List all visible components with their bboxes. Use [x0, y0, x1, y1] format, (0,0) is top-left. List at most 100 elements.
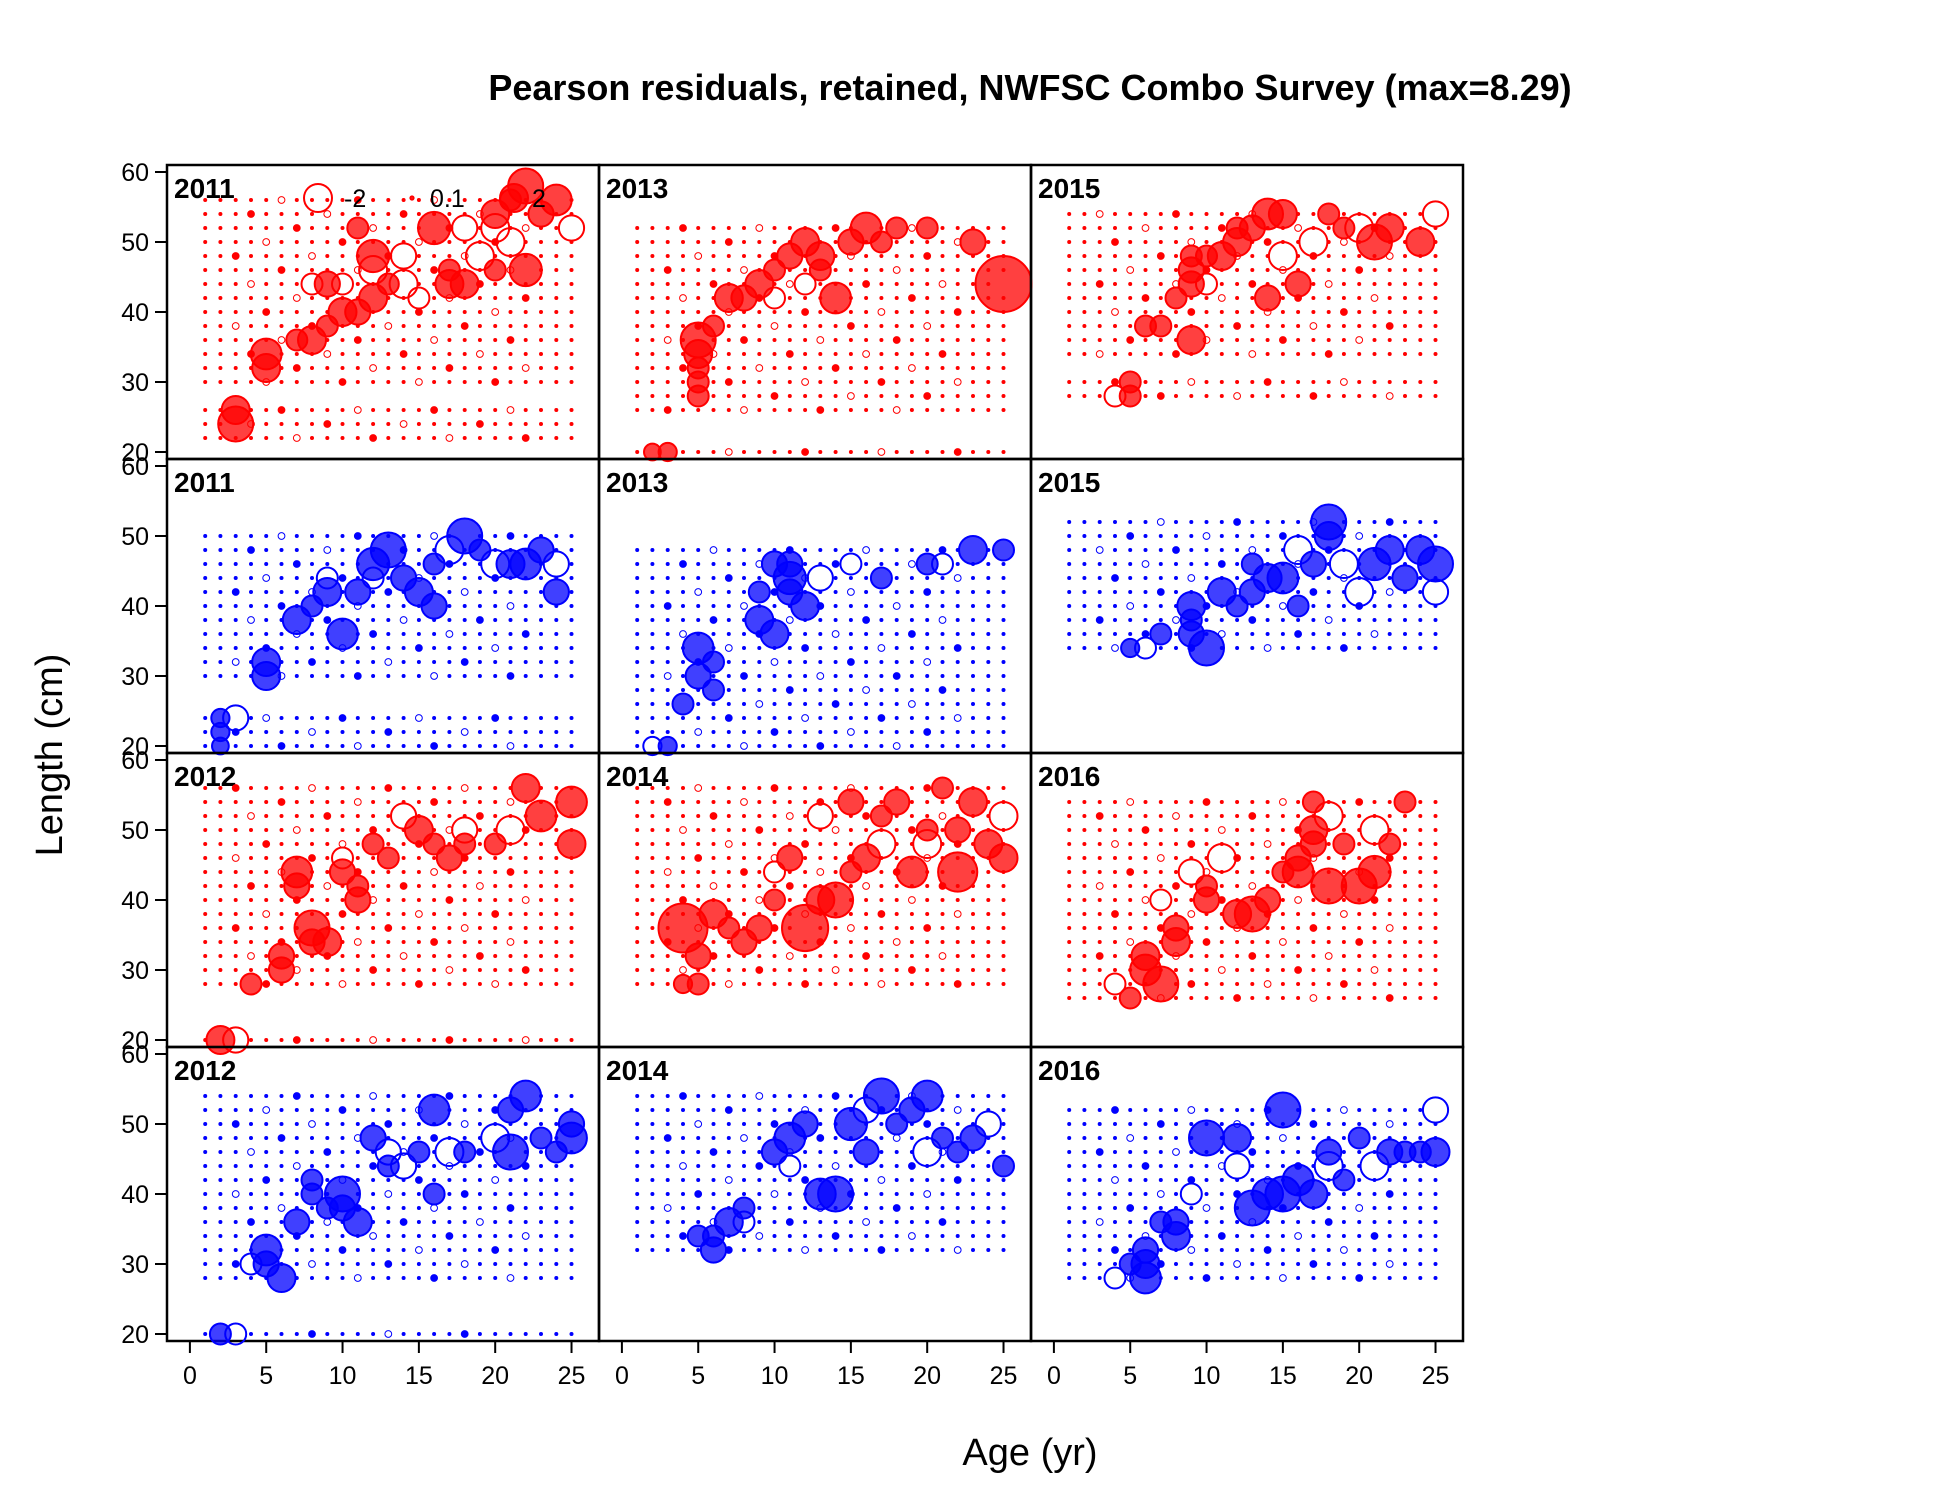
residual-point	[711, 730, 716, 734]
residual-point	[491, 378, 500, 386]
residual-point	[292, 1036, 301, 1044]
residual-point	[742, 1122, 746, 1126]
residual-point	[464, 241, 495, 271]
residual-point	[742, 380, 746, 384]
residual-point	[462, 1220, 467, 1224]
residual-point	[539, 646, 543, 650]
residual-point	[757, 450, 762, 454]
residual-point	[1143, 1108, 1148, 1112]
residual-point	[848, 688, 853, 692]
residual-point	[1403, 940, 1407, 944]
residual-point	[1403, 1234, 1407, 1238]
residual-point	[1174, 1262, 1178, 1266]
residual-point	[523, 380, 528, 384]
residual-point	[681, 856, 685, 860]
residual-point	[864, 324, 869, 328]
residual-point	[218, 226, 223, 230]
residual-point	[211, 736, 230, 756]
residual-point	[369, 966, 378, 974]
residual-point	[1418, 1164, 1423, 1168]
residual-point	[292, 826, 301, 834]
residual-point	[1067, 534, 1072, 538]
residual-point	[742, 856, 746, 860]
residual-point	[1280, 310, 1285, 314]
residual-point	[1433, 1262, 1438, 1266]
residual-point	[569, 604, 574, 608]
residual-point	[894, 1108, 899, 1112]
residual-point	[508, 968, 513, 972]
residual-point	[892, 1134, 901, 1142]
residual-point	[938, 686, 947, 694]
residual-point	[726, 800, 731, 804]
residual-point	[711, 604, 716, 608]
residual-point	[416, 968, 421, 972]
residual-point	[477, 310, 482, 314]
residual-point	[1158, 1178, 1163, 1182]
residual-point	[249, 254, 253, 258]
residual-point	[665, 296, 670, 300]
residual-point	[1403, 828, 1407, 832]
residual-point	[292, 1092, 301, 1100]
residual-point	[953, 644, 962, 652]
residual-point	[803, 1206, 808, 1210]
residual-point	[848, 576, 853, 580]
residual-point	[294, 842, 299, 846]
residual-point	[1134, 636, 1157, 660]
residual-point	[1235, 646, 1240, 650]
residual-point	[554, 366, 559, 370]
residual-point	[523, 590, 528, 594]
residual-point	[1433, 912, 1438, 916]
residual-point	[1263, 644, 1272, 652]
residual-point	[401, 660, 406, 664]
residual-point	[879, 1136, 884, 1140]
residual-point	[833, 324, 838, 328]
residual-point	[757, 408, 762, 412]
residual-point	[986, 394, 991, 398]
residual-point	[1372, 1122, 1377, 1126]
residual-point	[264, 940, 269, 944]
residual-point	[1097, 1136, 1102, 1140]
residual-point	[894, 856, 899, 860]
residual-point	[416, 422, 421, 426]
residual-point	[416, 366, 421, 370]
residual-point	[218, 352, 223, 356]
x-tick-label: 25	[990, 1362, 1018, 1390]
residual-point	[1128, 562, 1133, 566]
residual-point	[650, 632, 655, 636]
residual-point	[1067, 898, 1072, 902]
residual-point	[1311, 646, 1316, 650]
residual-point	[955, 394, 960, 398]
residual-point	[325, 646, 330, 650]
residual-point	[203, 1108, 208, 1112]
residual-point	[1067, 800, 1072, 804]
residual-point	[325, 870, 330, 874]
residual-point	[247, 812, 255, 820]
residual-point	[310, 240, 314, 244]
residual-point	[709, 280, 718, 288]
residual-point	[650, 254, 655, 258]
residual-point	[1128, 240, 1133, 244]
residual-point	[711, 226, 716, 230]
residual-point	[1372, 324, 1377, 328]
residual-point	[1326, 1276, 1331, 1280]
residual-point	[1113, 940, 1117, 944]
residual-point	[665, 1164, 670, 1168]
residual-point	[772, 968, 777, 972]
residual-point	[908, 826, 916, 834]
residual-point	[554, 660, 559, 664]
residual-point	[1111, 910, 1119, 918]
residual-point	[1177, 858, 1205, 886]
residual-point	[371, 870, 376, 874]
residual-point	[1280, 968, 1285, 972]
residual-point	[1265, 940, 1270, 944]
residual-point	[203, 366, 208, 370]
residual-point	[203, 618, 208, 622]
residual-point	[803, 1094, 808, 1098]
residual-point	[249, 436, 253, 440]
residual-point	[447, 254, 452, 258]
residual-point	[432, 1178, 437, 1182]
residual-point	[848, 450, 853, 454]
residual-point	[883, 788, 911, 816]
residual-point	[325, 1038, 330, 1042]
residual-point	[1143, 338, 1148, 342]
